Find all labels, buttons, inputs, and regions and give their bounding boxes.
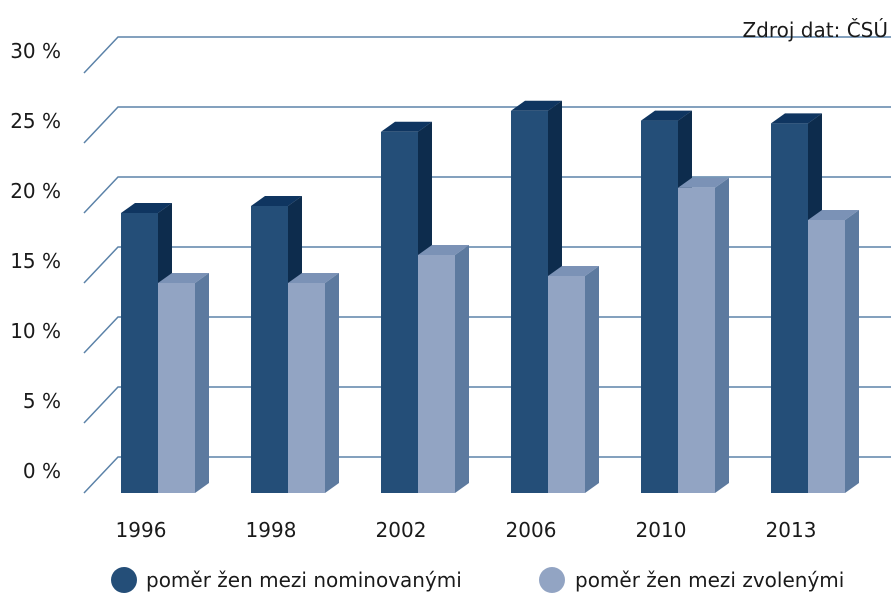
bar-front-face (771, 123, 808, 494)
bar-side-face (585, 266, 599, 493)
legend-marker-nominated (111, 567, 137, 593)
bar-elected-2013 (808, 210, 859, 493)
bar-front-face (548, 276, 585, 493)
bar-elected-2010 (678, 177, 729, 494)
x-axis-tick-labels: 1996 1998 2002 2006 2010 2013 (116, 518, 817, 542)
bar-top-face (771, 113, 822, 124)
gridline (83, 246, 891, 284)
bar-side-face (455, 245, 469, 493)
bar-front-face (121, 213, 158, 493)
gridline (83, 176, 891, 214)
bars (121, 100, 859, 494)
x-tick-label: 1998 (246, 518, 297, 542)
bar-front-face (418, 255, 455, 493)
bar-top-face (158, 273, 209, 283)
bar-front-face (381, 131, 418, 494)
x-tick-label: 2013 (766, 518, 817, 542)
gridline (83, 386, 891, 424)
x-tick-label: 1996 (116, 518, 167, 542)
bar-front-face (678, 187, 715, 494)
bar-elected-2006 (548, 266, 599, 493)
y-tick-label: 15 % (10, 249, 61, 273)
bar-top-face (381, 121, 432, 132)
bar-top-face (418, 245, 469, 255)
bar-top-face (288, 273, 339, 283)
y-tick-label: 20 % (10, 179, 61, 203)
y-tick-label: 5 % (23, 389, 61, 413)
bar-front-face (158, 283, 195, 493)
x-tick-label: 2006 (506, 518, 557, 542)
y-tick-label: 10 % (10, 319, 61, 343)
bar-top-face (511, 100, 562, 111)
bar-top-face (121, 203, 172, 213)
gridline (83, 36, 891, 74)
bar-side-face (715, 177, 729, 494)
gridline (83, 316, 891, 354)
bar-front-face (288, 283, 325, 493)
bar-top-face (251, 196, 302, 206)
y-tick-label: 30 % (10, 39, 61, 63)
legend-marker-elected (539, 567, 565, 593)
legend-label-elected: poměr žen mezi zvolenými (575, 568, 844, 592)
bar-side-face (195, 273, 209, 493)
bar-top-face (548, 266, 599, 276)
gridline (83, 106, 891, 144)
bar-elected-2002 (418, 245, 469, 493)
bar-elected-1998 (288, 273, 339, 493)
y-tick-label: 25 % (10, 109, 61, 133)
bar-elected-1996 (158, 273, 209, 493)
bar-front-face (808, 220, 845, 493)
y-tick-label: 0 % (23, 459, 61, 483)
bar-front-face (641, 120, 678, 493)
gridline (83, 456, 891, 494)
bar-front-face (251, 206, 288, 493)
bar-side-face (845, 210, 859, 493)
bar-side-face (325, 273, 339, 493)
legend-label-nominated: poměr žen mezi nominovanými (146, 568, 462, 592)
y-axis-tick-labels: 0 % 5 % 10 % 15 % 20 % 25 % 30 % (10, 39, 61, 483)
bar-front-face (511, 110, 548, 494)
x-tick-label: 2002 (376, 518, 427, 542)
bar-top-face (678, 177, 729, 188)
bar-top-face (808, 210, 859, 220)
bar-top-face (641, 110, 692, 121)
legend: poměr žen mezi nominovanými poměr žen me… (111, 567, 844, 593)
x-tick-label: 2010 (636, 518, 687, 542)
source-note: Zdroj dat: ČSÚ (742, 18, 888, 42)
gridlines (83, 36, 891, 494)
